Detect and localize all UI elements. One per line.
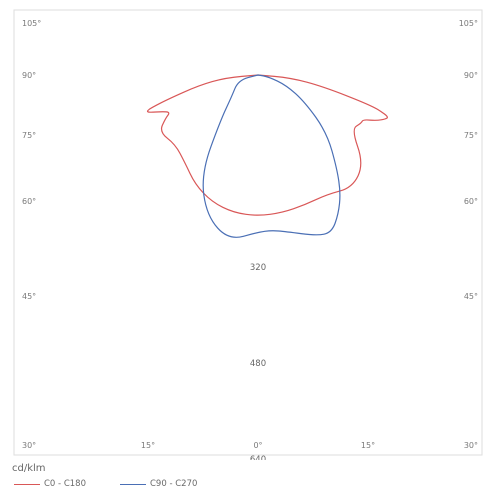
radial-label: 480: [250, 359, 266, 369]
angle-label-bottom: 0°: [253, 441, 262, 450]
radial-label: 320: [250, 263, 266, 273]
angle-label-bottom: 15°: [361, 441, 375, 450]
angle-label-left: 90°: [22, 71, 36, 80]
angle-label-right: 105°: [459, 19, 478, 28]
legend-swatch-c0-c180: [14, 483, 40, 485]
angle-label-right: 45°: [464, 292, 478, 301]
angle-label-right: 90°: [464, 71, 478, 80]
series-curve-c90-c270: [202, 74, 341, 238]
angle-label-right: 60°: [464, 197, 478, 206]
legend-label-c0-c180: C0 - C180: [44, 479, 86, 489]
angle-label-bottom: 15°: [141, 441, 155, 450]
angle-label-right: 30°: [464, 441, 478, 450]
radial-label: 640: [250, 455, 266, 460]
angle-label-left: 60°: [22, 197, 36, 206]
unit-label: cd/klm: [12, 463, 46, 474]
angle-label-left: 105°: [22, 19, 41, 28]
plot-frame: [13, 9, 483, 456]
legend-item-c0-c180: C0 - C180: [14, 479, 86, 489]
legend-swatch-c90-c270: [120, 483, 146, 485]
legend: cd/klm C0 - C180 C90 - C270: [12, 463, 482, 493]
angle-label-right: 75°: [464, 131, 478, 140]
series-curve-c0-c180: [146, 74, 388, 216]
angle-label-left: 30°: [22, 441, 36, 450]
polar-chart: 105° 90° 75° 60° 45° 30° 105° 90° 75° 60° 45° 30° 15…: [13, 9, 483, 460]
angle-label-left: 75°: [22, 131, 36, 140]
legend-label-c90-c270: C90 - C270: [150, 479, 198, 489]
legend-item-c90-c270: C90 - C270: [120, 479, 197, 489]
angle-label-left: 45°: [22, 292, 36, 301]
